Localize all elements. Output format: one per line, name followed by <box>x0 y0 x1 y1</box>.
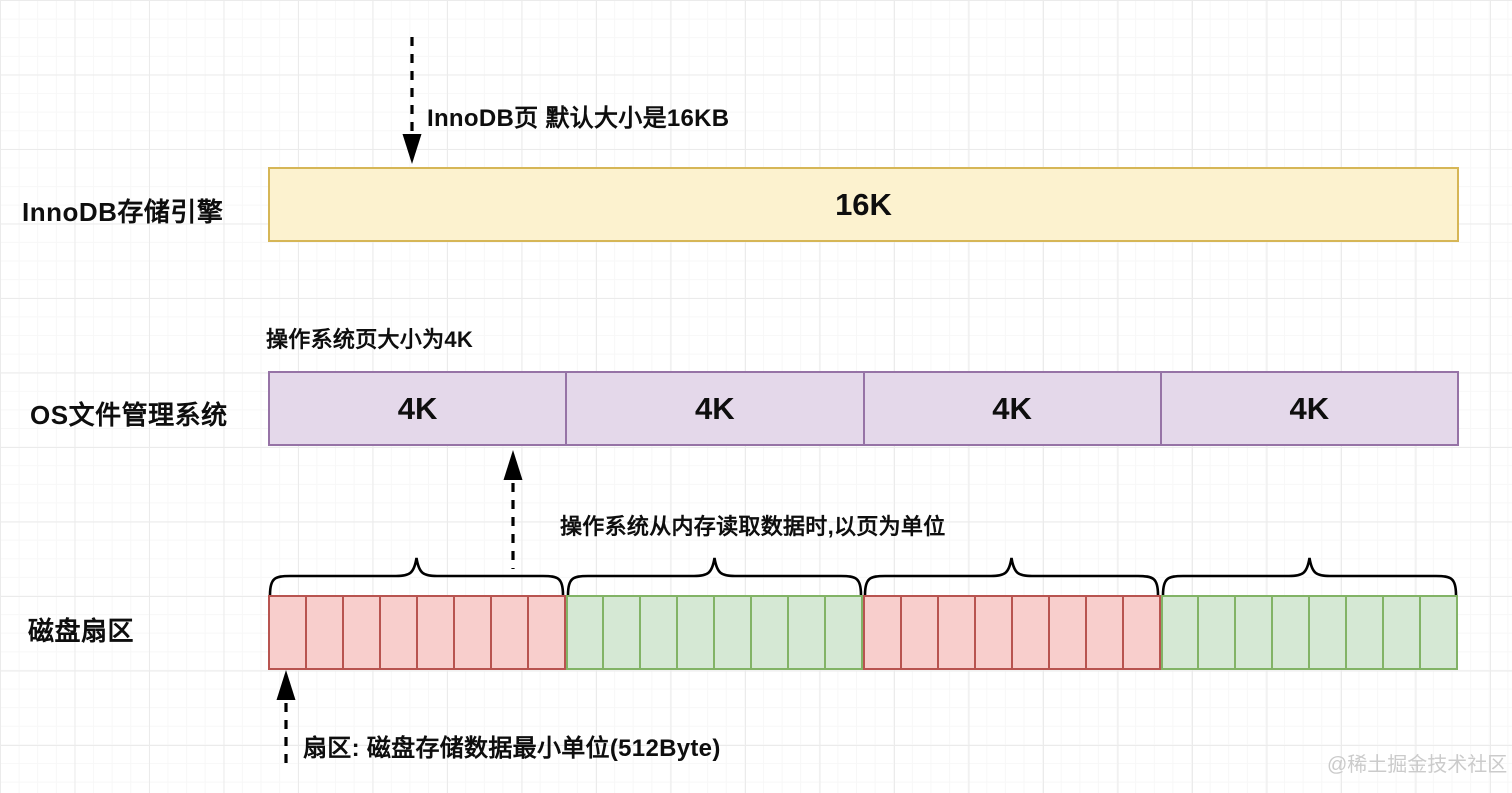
sector-cell <box>787 597 824 668</box>
sector-cell <box>602 597 639 668</box>
sector-cell <box>973 597 1011 668</box>
sector-group-green <box>565 595 863 670</box>
os-page-cell: 4K <box>397 390 438 426</box>
annotation-os-read-unit: 操作系统从内存读取数据时,以页为单位 <box>560 514 946 539</box>
sector-cell <box>1084 597 1122 668</box>
row-label-innodb-engine: InnoDB存储引擎 <box>22 197 224 227</box>
sector-cell <box>415 597 453 668</box>
watermark: @稀土掘金技术社区 <box>1327 754 1508 776</box>
sector-cell <box>899 597 937 668</box>
sector-cell <box>270 597 305 668</box>
sector-cell <box>1271 597 1308 668</box>
up-arrow-icon <box>276 670 296 767</box>
sector-cell <box>526 597 564 668</box>
os-page-cell: 4K <box>862 373 1160 444</box>
brace-icon <box>1161 557 1457 597</box>
annotation-os-page-size: 操作系统页大小为4K <box>266 327 474 352</box>
sector-group-red <box>268 595 566 670</box>
sector-cell <box>304 597 342 668</box>
sector-cell <box>1419 597 1456 668</box>
sector-cell <box>750 597 787 668</box>
brace-icon <box>566 557 862 597</box>
up-arrow-icon <box>503 450 523 569</box>
sector-cell <box>676 597 713 668</box>
row-label-os-file-system: OS文件管理系统 <box>30 400 228 430</box>
sector-bar <box>268 595 1458 670</box>
sector-cell <box>568 597 603 668</box>
sector-cell <box>1382 597 1419 668</box>
sector-cell <box>1234 597 1271 668</box>
sector-cell <box>936 597 974 668</box>
os-page-cell: 4K <box>565 373 862 444</box>
os-bar: 4K 4K 4K 4K <box>268 371 1459 446</box>
sector-cell <box>1163 597 1198 668</box>
sector-cell <box>1121 597 1159 668</box>
row-label-disk-sector: 磁盘扇区 <box>28 616 135 646</box>
sector-cell <box>865 597 900 668</box>
innodb-page-size-value: 16K <box>835 186 892 222</box>
sector-cell <box>1010 597 1048 668</box>
sector-cell <box>1345 597 1382 668</box>
sector-cell <box>713 597 750 668</box>
brace-icon <box>863 557 1160 597</box>
brace-icon <box>268 557 565 597</box>
sector-cell <box>452 597 490 668</box>
sector-cell <box>1197 597 1234 668</box>
sector-cell <box>824 597 861 668</box>
annotation-sector-unit: 扇区: 磁盘存储数据最小单位(512Byte) <box>303 735 721 762</box>
sector-cell <box>1308 597 1345 668</box>
innodb-page-bar: 16K <box>268 167 1459 242</box>
sector-cell <box>378 597 416 668</box>
annotation-innodb-page: InnoDB页 默认大小是16KB <box>427 105 730 132</box>
sector-cell <box>1047 597 1085 668</box>
os-page-cell: 4K <box>1159 373 1457 444</box>
sector-cell <box>341 597 379 668</box>
sector-cell <box>489 597 527 668</box>
sector-group-red <box>863 595 1161 670</box>
sector-cell <box>639 597 676 668</box>
down-arrow-icon <box>402 37 422 164</box>
sector-group-green <box>1160 595 1458 670</box>
